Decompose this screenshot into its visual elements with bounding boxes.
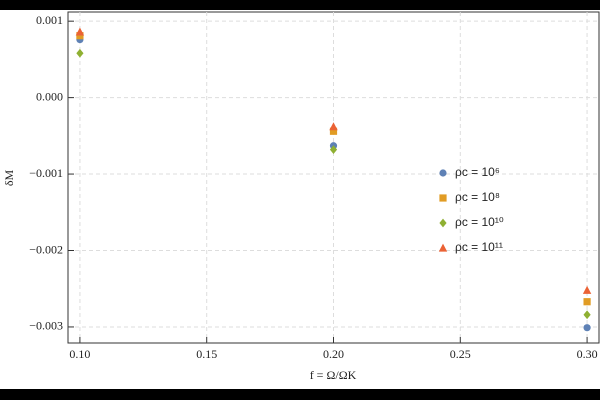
- x-tick-label: 0.10: [69, 347, 90, 361]
- point: [76, 48, 84, 58]
- x-axis-label: f = Ω/ΩK: [310, 368, 357, 382]
- point: [583, 324, 591, 332]
- y-tick-label: −0.003: [29, 319, 63, 333]
- legend-label: ρc = 10⁶: [455, 165, 500, 179]
- point: [329, 145, 338, 154]
- point: [329, 122, 338, 131]
- point: [582, 285, 592, 294]
- y-tick-label: 0.000: [36, 89, 63, 103]
- point: [583, 310, 591, 320]
- legend-marker: [439, 169, 447, 177]
- x-tick-label: 0.20: [323, 347, 344, 361]
- legend-marker: [439, 218, 447, 228]
- legend-marker: [438, 243, 448, 252]
- y-tick-label: 0.001: [36, 13, 63, 27]
- bottom-bar: [0, 389, 600, 400]
- top-bar: [0, 0, 600, 10]
- legend-marker: [439, 194, 447, 202]
- x-tick-label: 0.30: [577, 347, 598, 361]
- x-tick-label: 0.25: [450, 347, 471, 361]
- y-tick-label: −0.002: [29, 242, 63, 256]
- legend-label: ρc = 10⁸: [455, 190, 500, 204]
- legend-label: ρc = 10¹¹: [455, 240, 503, 254]
- x-tick-label: 0.15: [196, 347, 217, 361]
- point: [76, 32, 84, 40]
- legend-label: ρc = 10¹⁰: [455, 215, 504, 229]
- point: [583, 298, 591, 306]
- y-tick-label: −0.001: [29, 166, 63, 180]
- point: [329, 127, 338, 135]
- y-axis-label: δM: [2, 170, 16, 187]
- point: [75, 27, 85, 36]
